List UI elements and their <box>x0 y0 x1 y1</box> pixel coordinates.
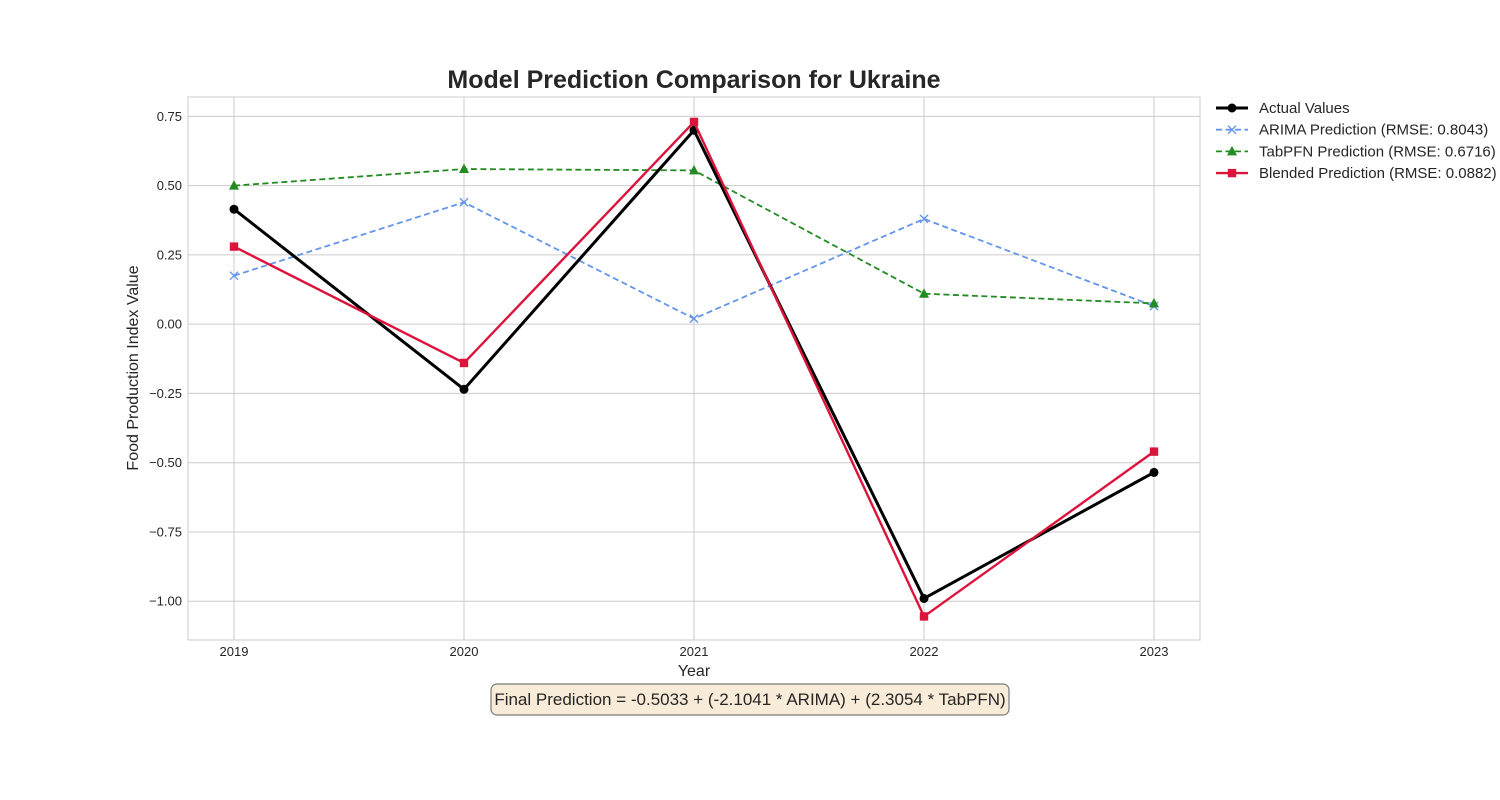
y-tick-label: 0.25 <box>157 247 182 262</box>
y-axis-label: Food Production Index Value <box>125 265 142 470</box>
legend-marker <box>1227 168 1237 178</box>
y-tick-label: −0.25 <box>149 386 182 401</box>
y-tick-label: −0.50 <box>149 455 182 470</box>
y-tick-label: 0.00 <box>157 317 182 332</box>
x-tick-label: 2023 <box>1140 644 1169 659</box>
y-tick-label: 0.75 <box>157 109 182 124</box>
y-tick-label: −1.00 <box>149 594 182 609</box>
actual-values-point <box>1149 467 1159 477</box>
y-tick-label: 0.50 <box>157 178 182 193</box>
tabpfn-prediction-series <box>229 163 1159 308</box>
formula-text: Final Prediction = -0.5033 + (-2.1041 * … <box>494 690 1005 709</box>
legend-label: Blended Prediction (RMSE: 0.0882) <box>1259 165 1497 182</box>
actual-values-point <box>919 593 929 603</box>
x-tick-label: 2019 <box>220 644 249 659</box>
chart-title: Model Prediction Comparison for Ukraine <box>447 66 940 94</box>
x-axis-label: Year <box>678 663 711 680</box>
actual-values-point <box>229 204 239 214</box>
legend-marker <box>1227 103 1237 113</box>
legend-item-arima-prediction: ARIMA Prediction (RMSE: 0.8043) <box>1216 122 1488 139</box>
tabpfn-prediction-point <box>459 163 469 174</box>
formula-box: Final Prediction = -0.5033 + (-2.1041 * … <box>490 683 1010 716</box>
legend-item-tabpfn-prediction: TabPFN Prediction (RMSE: 0.6716) <box>1216 143 1496 160</box>
legend-label: ARIMA Prediction (RMSE: 0.8043) <box>1259 122 1488 139</box>
tabpfn-prediction-point <box>1149 297 1159 308</box>
tabpfn-prediction-point <box>689 164 699 175</box>
blended-prediction-point <box>689 117 699 127</box>
series-layer <box>229 117 1159 621</box>
tabpfn-prediction-point <box>919 288 929 298</box>
y-tick-label: −0.75 <box>149 524 182 539</box>
arima-prediction-point <box>459 197 469 207</box>
blended-prediction-series <box>229 117 1159 621</box>
legend: Actual Values ARIMA Prediction (RMSE: 0.8… <box>1216 100 1497 182</box>
blended-prediction-point <box>1149 447 1159 456</box>
actual-values-point <box>459 384 469 394</box>
plot-frame <box>187 96 1201 641</box>
blended-prediction-point <box>919 612 929 621</box>
x-tick-label: 2022 <box>910 644 939 659</box>
tick-labels: 2019 2020 2021 2022 2023 0.75 0.50 0.25 0.00 −0.2… <box>149 109 1168 659</box>
legend-item-actual-values: Actual Values <box>1216 100 1350 117</box>
legend-marker <box>1227 145 1237 156</box>
arima-prediction-point <box>229 271 239 281</box>
x-tick-label: 2020 <box>450 644 479 659</box>
blended-prediction-point <box>229 242 239 251</box>
grid-lines <box>188 97 1200 640</box>
tabpfn-prediction-point <box>229 180 239 190</box>
legend-marker <box>1227 125 1237 135</box>
legend-item-blended-prediction: Blended Prediction (RMSE: 0.0882) <box>1216 165 1497 182</box>
legend-label: Actual Values <box>1259 100 1350 117</box>
blended-prediction-point <box>459 358 469 368</box>
legend-label: TabPFN Prediction (RMSE: 0.6716) <box>1259 143 1496 160</box>
x-tick-label: 2021 <box>680 644 709 659</box>
arima-prediction-point <box>689 314 699 324</box>
arima-prediction-point <box>919 214 929 224</box>
